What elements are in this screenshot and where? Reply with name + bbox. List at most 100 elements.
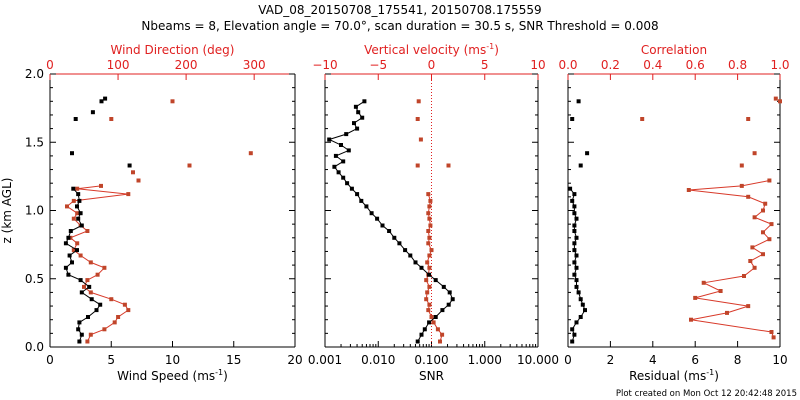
black-series-point [353,104,358,109]
black-series-point [572,223,577,228]
x-top-tick-label: 0 [428,58,436,72]
x-bottom-tick-label: 10 [165,353,180,367]
black-series-line [65,188,101,342]
black-series-point [578,297,583,302]
x-top-tick-label: 1.0 [770,58,789,72]
black-series-point [75,248,79,253]
black-series-point [369,211,374,216]
x-top-tick-label: 0.8 [728,58,747,72]
red-series-point [689,317,693,322]
black-series-point [78,211,83,216]
red-series-point [686,188,691,192]
chart-subtitle: Nbeams = 8, Elevation angle = 70.0°, sca… [141,19,658,33]
red-series-point [767,178,772,183]
red-series-isolated-point [248,151,253,156]
black-series-point [572,229,577,233]
black-series-point [77,339,82,344]
snr-panel: 0.001 0.010 0.100 1.000 10.000 −10 −5 0 5 10 SNR Ve… [308,42,559,383]
black-series-point [419,265,424,270]
red-series-point [750,245,755,250]
x-bottom-tick-label: 0 [564,353,572,367]
black-series-point [87,284,92,289]
black-series-point [397,241,402,246]
x-top-tick-label: 0.2 [601,58,620,72]
red-series-point [427,284,432,289]
red-series-point [78,253,83,258]
red-series-isolated-point [446,163,451,168]
black-series-point [568,186,573,191]
black-series-point [355,192,360,197]
black-series-point [572,204,577,209]
black-series-point [75,204,79,209]
black-series-point [66,235,71,240]
red-series-point [71,248,76,253]
red-series-point [761,252,765,257]
black-series-point [408,253,413,258]
red-series-point [85,229,90,233]
red-series-isolated-point [136,178,141,183]
red-series-point [429,315,434,319]
x-bottom-tick-label: 0.100 [414,353,448,367]
black-series-point [570,339,575,344]
red-series-point [426,192,431,197]
black-series-point [570,198,575,203]
black-series-point [349,186,354,191]
black-series-point [63,265,68,270]
black-series-point [422,327,427,332]
x-bottom-tick-label: 2 [607,353,615,367]
black-series-point [70,260,74,265]
red-series-point [427,302,432,307]
x-top-tick-label: 100 [107,58,130,72]
black-series-point [427,272,432,277]
red-series-point [424,278,429,283]
x-top-tick-label: 5 [481,58,489,72]
red-series-isolated-point [773,96,778,101]
red-series-isolated-point [170,99,175,104]
red-series-point [95,272,100,277]
red-series-point [431,320,436,325]
x-bottom-tick-label: 0.001 [308,353,342,367]
red-series-line [688,180,775,338]
black-series-point [344,132,349,137]
black-series-point [77,198,82,203]
x-bottom-tick-label: 0 [46,353,54,367]
red-series-isolated-point [640,117,645,121]
black-series-point [77,320,82,325]
red-series-isolated-point [778,99,782,104]
black-series-point [359,198,364,203]
red-series-isolated-point [109,117,114,121]
red-series-point [429,248,434,253]
panels-group: 0.00.51.01.52.0z (km AGL)0 5 10 15 200 100 200… [0,42,790,383]
x-top-tick-label: −10 [312,58,337,72]
red-series-point [426,308,431,313]
black-series-point [71,186,76,191]
black-series-isolated-point [578,163,583,168]
x-bottom-tick-label: 20 [287,353,302,367]
black-series-point [574,235,579,240]
red-series-point [112,320,117,325]
x-top-axis-label: Wind Direction (deg) [111,43,235,57]
red-series-point [739,183,744,188]
black-series-point [79,332,84,337]
black-series-isolated-point [73,117,78,121]
red-series-point [85,339,90,344]
black-series-point [336,170,341,175]
x-bottom-tick-label: 8 [734,353,742,367]
red-series-isolated-point [131,170,135,175]
black-series-point [572,241,577,246]
y-tick-label: 0.0 [25,340,44,354]
black-series-point [450,297,455,302]
black-series-point [356,110,361,115]
y-axis-label: z (km AGL) [0,178,14,244]
red-series-point [75,211,80,216]
red-series-point [109,297,114,302]
red-series-isolated-point [416,99,421,104]
red-series-point [427,216,432,221]
y-tick-label: 0.5 [25,272,44,286]
black-series-isolated-point [90,110,95,115]
red-series-isolated-point [415,163,420,168]
red-series-point [769,330,774,334]
red-series-point [424,297,429,302]
red-series-point [752,265,757,270]
black-series-point [346,148,351,153]
